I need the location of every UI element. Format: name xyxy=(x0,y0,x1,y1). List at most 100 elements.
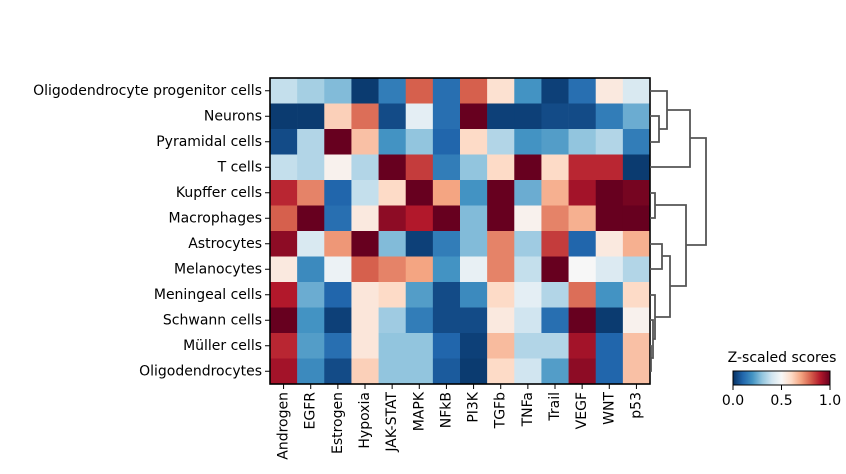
heatmap-cell xyxy=(378,307,407,334)
heatmap-cell xyxy=(432,307,461,334)
dendrogram xyxy=(650,90,707,372)
heatmap-cell xyxy=(405,205,434,232)
heatmap-cell xyxy=(297,129,325,155)
heatmap-cell xyxy=(460,307,488,334)
dendrogram-link xyxy=(650,243,663,270)
heatmap-cell xyxy=(487,78,515,104)
column-label: EGFR xyxy=(303,392,319,430)
column-label: PI3K xyxy=(466,391,482,422)
heatmap-cell xyxy=(514,154,542,181)
heatmap-cell xyxy=(378,333,407,359)
heatmap-cell xyxy=(622,78,651,104)
heatmap-cell xyxy=(568,333,597,359)
column-label: p53 xyxy=(628,392,644,419)
heatmap-cell xyxy=(541,307,569,334)
heatmap-cell xyxy=(405,78,434,104)
heatmap-cell xyxy=(541,333,569,359)
column-label: VEGF xyxy=(574,392,590,429)
heatmap-cell xyxy=(351,282,379,308)
heatmap-cell xyxy=(270,333,298,359)
row-label: T cells xyxy=(217,159,262,175)
heatmap-cell xyxy=(460,231,488,257)
heatmap-cell xyxy=(324,333,352,359)
heatmap-cell xyxy=(622,129,651,155)
dendrogram-link xyxy=(686,137,707,246)
heatmap-cell xyxy=(595,256,624,283)
heatmap-cell xyxy=(405,103,434,130)
heatmap-cell xyxy=(541,256,569,283)
heatmap-cell xyxy=(378,358,407,385)
row-label: Oligodendrocyte progenitor cells xyxy=(33,83,262,99)
heatmap-cell xyxy=(297,78,325,104)
row-label: Neurons xyxy=(204,108,262,124)
heatmap-cell xyxy=(460,282,488,308)
heatmap-cell xyxy=(487,307,515,334)
heatmap-cell xyxy=(270,256,298,283)
heatmap-cell xyxy=(595,358,624,385)
heatmap-cell xyxy=(568,78,597,104)
heatmap-cell xyxy=(541,358,569,385)
column-label: Estrogen xyxy=(330,392,346,454)
heatmap-cell xyxy=(324,282,352,308)
heatmap-cell xyxy=(432,103,461,130)
heatmap-cell xyxy=(432,358,461,385)
heatmap-cell xyxy=(595,307,624,334)
heatmap-cell xyxy=(378,103,407,130)
heatmap-cell xyxy=(324,358,352,385)
plot-frame xyxy=(269,77,651,385)
heatmap-cell xyxy=(297,154,325,181)
colorbar-tick-label: 1.0 xyxy=(819,393,841,409)
heatmap-cell xyxy=(324,180,352,206)
heatmap-cell xyxy=(378,129,407,155)
heatmap-cell xyxy=(297,358,325,385)
heatmap-cell xyxy=(460,256,488,283)
row-label: Macrophages xyxy=(168,210,262,226)
dendrogram-link xyxy=(650,345,652,372)
heatmap-cell xyxy=(622,333,651,359)
heatmap-cell xyxy=(595,333,624,359)
colorbar-title: Z-scaled scores xyxy=(728,350,837,366)
heatmap-cell xyxy=(432,180,461,206)
heatmap-cell xyxy=(514,78,542,104)
column-label: TNFa xyxy=(520,392,536,427)
heatmap-cell xyxy=(622,307,651,334)
column-label: TGFb xyxy=(493,392,509,429)
heatmap-cell xyxy=(487,358,515,385)
heatmap-cell xyxy=(297,333,325,359)
heatmap-cell xyxy=(460,129,488,155)
heatmap-cell xyxy=(514,333,542,359)
heatmap-cell xyxy=(378,256,407,283)
heatmap-cell xyxy=(351,333,379,359)
dendrogram-link xyxy=(650,115,660,143)
column-label: NFkB xyxy=(438,392,454,428)
heatmap-cell xyxy=(405,307,434,334)
heatmap-cell xyxy=(324,205,352,232)
heatmap-cell xyxy=(487,256,515,283)
row-label: Meningeal cells xyxy=(154,287,262,303)
heatmap-cell xyxy=(568,282,597,308)
heatmap-cell xyxy=(405,358,434,385)
heatmap-cell xyxy=(487,205,515,232)
heatmap-cell xyxy=(432,256,461,283)
heatmap-cell xyxy=(324,307,352,334)
heatmap-cell xyxy=(568,180,597,206)
heatmap-cell xyxy=(324,78,352,104)
heatmap-cell xyxy=(270,282,298,308)
heatmap-cell xyxy=(405,333,434,359)
heatmap-cell xyxy=(270,358,298,385)
heatmap-cell xyxy=(514,282,542,308)
heatmap-cell xyxy=(595,129,624,155)
heatmap-cell xyxy=(568,307,597,334)
heatmap-cell xyxy=(541,103,569,130)
heatmap-cell xyxy=(270,154,298,181)
heatmap-cell xyxy=(270,205,298,232)
heatmap-cell xyxy=(378,205,407,232)
heatmap-cell xyxy=(405,256,434,283)
heatmap-cell xyxy=(514,307,542,334)
column-label: Trail xyxy=(547,392,563,422)
heatmap-cell xyxy=(595,231,624,257)
heatmap-cell xyxy=(378,231,407,257)
heatmap-cell xyxy=(514,103,542,130)
heatmap-cell xyxy=(297,256,325,283)
